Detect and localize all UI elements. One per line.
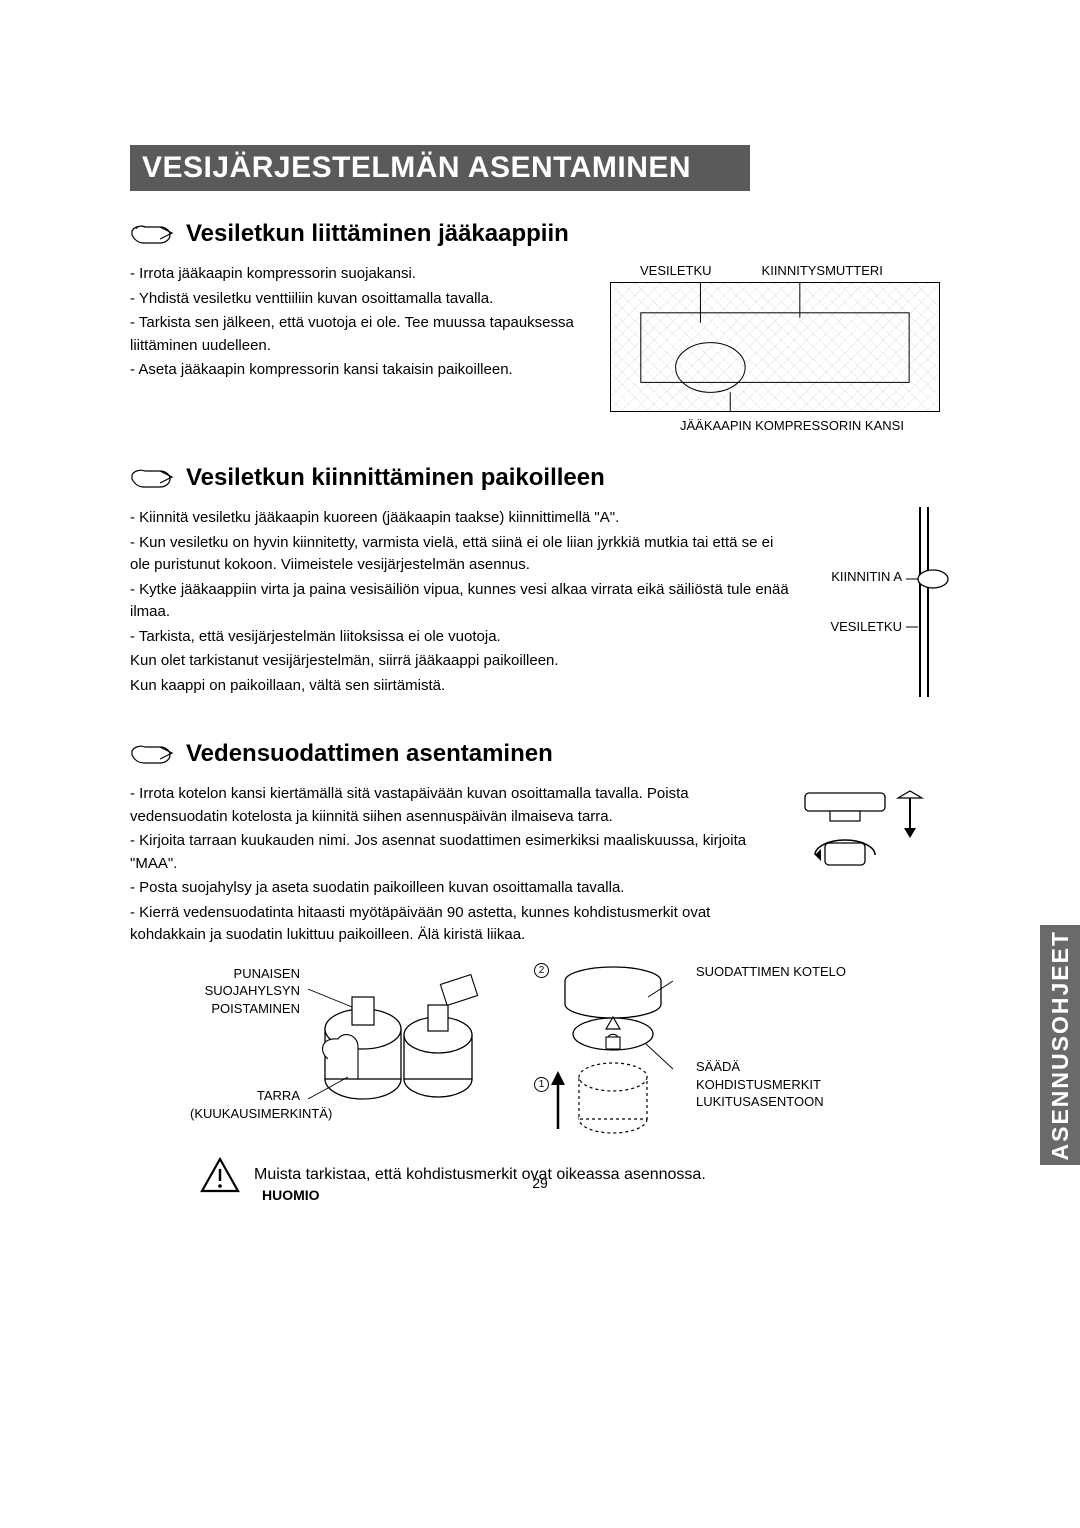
step-number-1: 1 [534, 1077, 549, 1092]
pointing-hand-icon [130, 219, 174, 249]
label-vesiletku-2: VESILETKU [830, 619, 902, 634]
step-number-2: 2 [534, 963, 549, 978]
label-align-marks: SÄÄDÄ KOHDISTUSMERKIT LUKITUSASENTOON [696, 1058, 851, 1111]
label-vesiletku: VESILETKU [640, 263, 712, 278]
label-kiinnitin-a: KIINNITIN A [831, 569, 902, 584]
label-kiinnitysmutteri: KIINNITYSMUTTERI [762, 263, 883, 278]
label-kansi: JÄÄKAAPIN KOMPRESSORIN KANSI [680, 418, 950, 433]
section-connect-hose: Vesiletkun liittäminen jääkaappiin - Irr… [130, 219, 950, 433]
side-tab: ASENNUSOHJEET [1040, 925, 1080, 1165]
section-body: - Irrota jääkaapin kompressorin suojakan… [130, 263, 590, 433]
filter-sticker-diagram [308, 959, 488, 1119]
section-filter-install: Vedensuodattimen asentaminen - Irrota ko… [130, 739, 950, 1193]
clip-diagram [810, 507, 950, 697]
pointing-hand-icon [130, 739, 174, 769]
clip-diagram-wrap: KIINNITIN A VESILETKU [810, 507, 950, 697]
label-filter-housing: SUODATTIMEN KOTELO [696, 963, 851, 981]
section-title: Vedensuodattimen asentaminen [186, 740, 553, 768]
cap-removal-diagram [770, 783, 940, 949]
compressor-diagram-wrap: VESILETKU KIINNITYSMUTTERI JÄÄKAAPIN KOM… [610, 263, 950, 433]
section-body: - Kiinnitä vesiletku jääkaapin kuoreen (… [130, 507, 790, 699]
filter-lock-diagram: 1 2 [528, 959, 688, 1139]
section-title: Vesiletkun kiinnittäminen paikoilleen [186, 464, 605, 492]
section-title: Vesiletkun liittäminen jääkaappiin [186, 220, 569, 248]
label-red-cap-removal: PUNAISEN SUOJAHYLSYN POISTAMINEN [190, 965, 300, 1018]
main-heading: VESIJÄRJESTELMÄN ASENTAMINEN [130, 145, 750, 191]
compressor-diagram [610, 282, 940, 412]
label-month-sticker: TARRA (KUUKAUSIMERKINTÄ) [190, 1087, 300, 1122]
section-secure-hose: Vesiletkun kiinnittäminen paikoilleen - … [130, 463, 950, 699]
page-number: 29 [0, 1175, 1080, 1191]
pointing-hand-icon [130, 463, 174, 493]
section-body: - Irrota kotelon kansi kiertämällä sitä … [130, 783, 750, 949]
